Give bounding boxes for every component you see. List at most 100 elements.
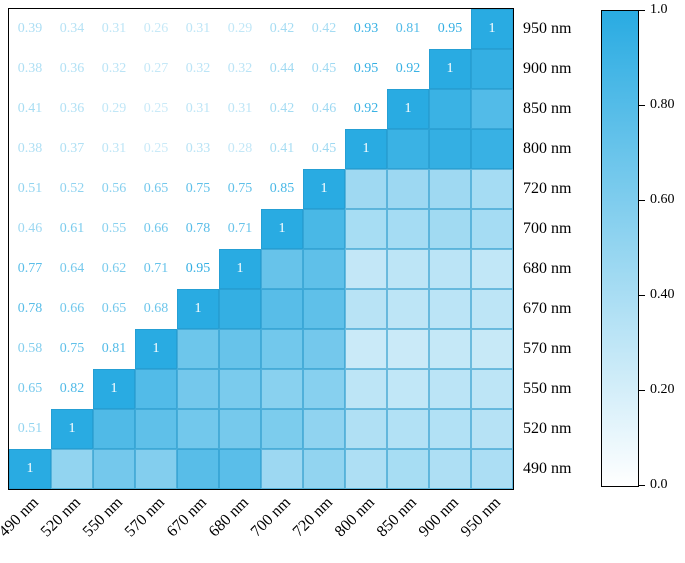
heatmap-cell: 0.46 — [311, 101, 337, 116]
heatmap-cell — [471, 289, 513, 329]
heatmap-cell: 0.45 — [311, 141, 337, 156]
heatmap-cell: 0.45 — [311, 61, 337, 76]
heatmap-cell — [387, 369, 429, 409]
heatmap-cell: 0.29 — [227, 21, 253, 36]
colorbar-tick-mark — [639, 200, 645, 201]
heatmap-cell: 0.36 — [59, 101, 85, 116]
heatmap-cell: 0.78 — [17, 301, 43, 316]
heatmap-diagonal-cell: 1 — [345, 129, 387, 169]
heatmap-diagonal-cell: 1 — [9, 449, 51, 489]
heatmap-cell — [303, 289, 345, 329]
heatmap-cell: 0.55 — [101, 221, 127, 236]
heatmap-cell — [471, 249, 513, 289]
heatmap-cell — [177, 329, 219, 369]
heatmap-cell: 0.44 — [269, 61, 295, 76]
heatmap-cell — [345, 369, 387, 409]
colorbar-tick-mark — [639, 10, 645, 11]
heatmap-cell: 0.38 — [17, 141, 43, 156]
heatmap-cell: 0.58 — [17, 341, 43, 356]
heatmap-cell — [135, 409, 177, 449]
heatmap-cell — [471, 169, 513, 209]
heatmap-cell: 0.82 — [59, 381, 85, 396]
heatmap-cell: 0.92 — [353, 101, 379, 116]
heatmap-cell — [429, 129, 471, 169]
heatmap-cell — [429, 249, 471, 289]
heatmap-diagonal-cell: 1 — [51, 409, 93, 449]
colorbar-gradient — [602, 11, 638, 486]
heatmap-cell: 0.31 — [227, 101, 253, 116]
heatmap-cell: 0.25 — [143, 101, 169, 116]
heatmap-cell — [429, 369, 471, 409]
colorbar-tick-label: 1.0 — [650, 2, 668, 17]
heatmap-cell: 0.31 — [185, 101, 211, 116]
heatmap-cell: 0.75 — [227, 181, 253, 196]
heatmap-cell: 0.81 — [101, 341, 127, 356]
heatmap-diagonal-cell: 1 — [261, 209, 303, 249]
heatmap-cell — [219, 449, 261, 489]
heatmap-cell: 0.38 — [17, 61, 43, 76]
heatmap-cell: 0.95 — [185, 261, 211, 276]
heatmap-diagonal-cell: 1 — [219, 249, 261, 289]
heatmap-cell — [219, 409, 261, 449]
colorbar-tick-label: 0.0 — [650, 477, 668, 492]
heatmap-cell: 0.81 — [395, 21, 421, 36]
heatmap-cell: 0.75 — [59, 341, 85, 356]
heatmap-cell — [429, 209, 471, 249]
heatmap-cell — [471, 89, 513, 129]
heatmap-cell — [345, 249, 387, 289]
row-label: 670 nm — [523, 300, 572, 317]
heatmap-cell: 0.75 — [185, 181, 211, 196]
colorbar-tick-mark — [639, 485, 645, 486]
heatmap-cell — [135, 449, 177, 489]
heatmap-diagonal-cell: 1 — [177, 289, 219, 329]
heatmap-cell: 0.78 — [185, 221, 211, 236]
heatmap-cell — [387, 409, 429, 449]
heatmap-cell — [177, 449, 219, 489]
heatmap-cell: 0.71 — [143, 261, 169, 276]
colorbar-tick-mark — [639, 390, 645, 391]
heatmap-cell — [387, 449, 429, 489]
heatmap-cell: 0.65 — [17, 381, 43, 396]
heatmap-diagonal-cell: 1 — [471, 9, 513, 49]
heatmap-cell — [177, 409, 219, 449]
heatmap-cell: 0.95 — [353, 61, 379, 76]
row-label: 550 nm — [523, 380, 572, 397]
heatmap-cell: 0.39 — [17, 21, 43, 36]
heatmap-cell: 0.36 — [59, 61, 85, 76]
heatmap-cell: 0.66 — [143, 221, 169, 236]
heatmap-cell — [345, 329, 387, 369]
heatmap-cell — [345, 289, 387, 329]
heatmap-cell: 0.64 — [59, 261, 85, 276]
heatmap-cell — [429, 169, 471, 209]
heatmap-cell — [471, 209, 513, 249]
heatmap-cell — [261, 409, 303, 449]
heatmap-cell: 0.26 — [143, 21, 169, 36]
colorbar-tick-label: 0.60 — [650, 192, 675, 207]
heatmap-cell — [471, 49, 513, 89]
heatmap-cell: 0.65 — [143, 181, 169, 196]
heatmap-cell: 0.95 — [437, 21, 463, 36]
heatmap-cell — [429, 329, 471, 369]
heatmap-cell: 0.46 — [17, 221, 43, 236]
heatmap-cell — [429, 289, 471, 329]
heatmap-cell — [303, 369, 345, 409]
heatmap-cell: 0.56 — [101, 181, 127, 196]
heatmap-cell: 0.32 — [185, 61, 211, 76]
heatmap-cell: 0.51 — [17, 181, 43, 196]
heatmap-cell: 0.66 — [59, 301, 85, 316]
heatmap-cell — [135, 369, 177, 409]
heatmap-cell — [261, 369, 303, 409]
row-label: 570 nm — [523, 340, 572, 357]
heatmap-cell — [93, 449, 135, 489]
heatmap-cell: 0.34 — [59, 21, 85, 36]
heatmap-cell — [387, 249, 429, 289]
heatmap-cell: 0.32 — [101, 61, 127, 76]
heatmap-cell — [177, 369, 219, 409]
heatmap-cell — [345, 409, 387, 449]
heatmap-cell — [345, 449, 387, 489]
heatmap-cell — [471, 329, 513, 369]
heatmap-cell — [387, 329, 429, 369]
heatmap-cell: 0.52 — [59, 181, 85, 196]
heatmap-cell: 0.41 — [17, 101, 43, 116]
heatmap-cell — [387, 129, 429, 169]
